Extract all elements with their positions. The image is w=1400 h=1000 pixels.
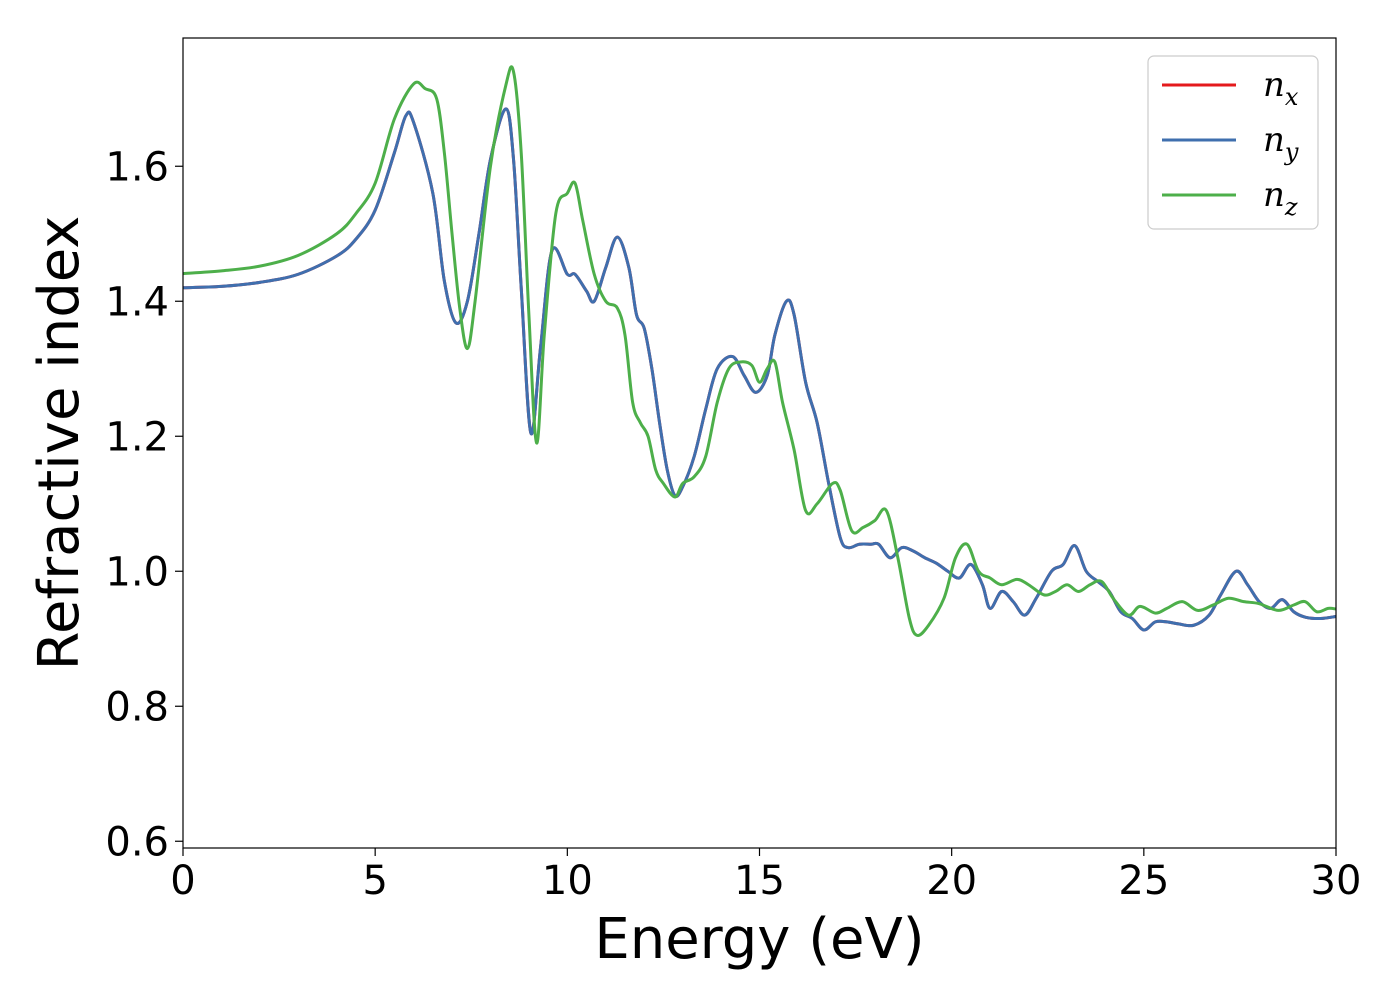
x-tick-label: 10 — [542, 858, 593, 904]
x-tick-label: 0 — [170, 858, 195, 904]
y-tick-label: 1.2 — [105, 414, 169, 460]
series-line-z — [183, 65, 1336, 638]
legend-box — [1147, 55, 1319, 230]
x-tick-label: 5 — [362, 858, 387, 904]
y-tick-label: 1.6 — [105, 144, 169, 190]
y-axis-title: Refractive index — [27, 216, 92, 671]
x-axis-ticks: 0 5 10 15 20 25 30 — [170, 848, 1361, 904]
y-tick-label: 0.8 — [105, 684, 169, 730]
x-tick-label: 15 — [734, 858, 785, 904]
y-tick-label: 0.6 — [105, 819, 169, 865]
x-axis-title: Energy (eV) — [594, 907, 924, 972]
x-tick-label: 25 — [1118, 858, 1169, 904]
x-tick-label: 20 — [926, 858, 977, 904]
y-tick-label: 1.4 — [105, 279, 169, 325]
series-layer — [183, 65, 1336, 638]
x-tick-label: 30 — [1311, 858, 1362, 904]
y-tick-label: 1.0 — [105, 549, 169, 595]
y-axis-ticks: 0.6 0.8 1.0 1.2 1.4 1.6 — [105, 144, 183, 865]
